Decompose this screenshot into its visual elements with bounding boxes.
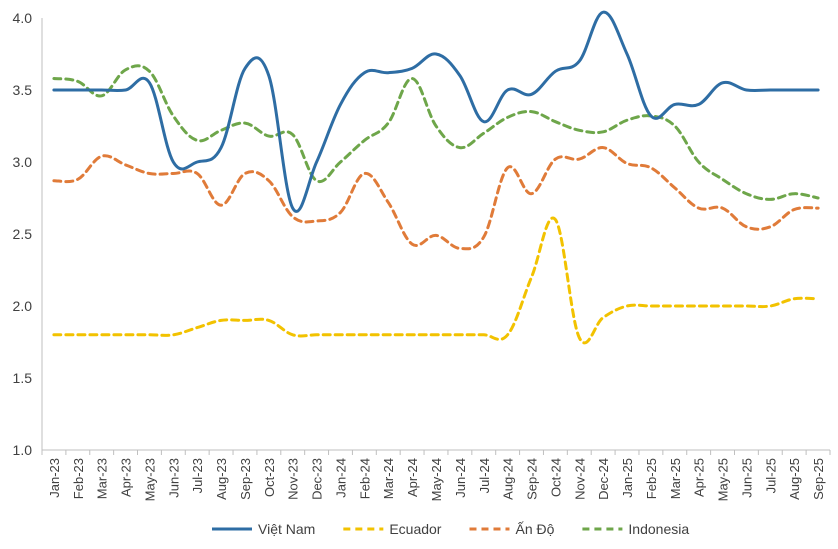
x-tick-label: Apr-24 [405, 458, 420, 497]
legend-label-3: Indonesia [628, 521, 689, 537]
x-tick-label: May-23 [142, 458, 157, 501]
x-tick-label: Sep-24 [525, 458, 540, 500]
x-tick-label: Jan-25 [620, 458, 635, 498]
x-tick-label: Apr-25 [692, 458, 707, 497]
x-tick-label: Nov-23 [286, 458, 301, 500]
x-tick-label: Sep-25 [811, 458, 826, 500]
x-tick-label: Feb-24 [357, 458, 372, 499]
legend-label-2: Ấn Độ [515, 521, 554, 537]
x-tick-label: Oct-23 [262, 458, 277, 497]
y-tick-label: 3.5 [13, 82, 33, 98]
y-axis-ticks: 1.0 1.5 2.0 2.5 3.0 3.5 4.0 [13, 10, 33, 458]
series-line-2 [52, 146, 820, 251]
y-tick-label: 4.0 [13, 10, 33, 26]
x-tick-label: Jun-24 [453, 458, 468, 498]
legend-label-1: Ecuador [389, 521, 441, 537]
x-tick-label: Oct-24 [548, 458, 563, 497]
series-lines [52, 10, 820, 345]
x-tick-label: Jun-23 [166, 458, 181, 498]
x-tick-label: May-24 [429, 458, 444, 501]
x-tick-label: Mar-23 [95, 458, 110, 499]
x-tick-label: Nov-24 [572, 458, 587, 500]
x-tick-label: Aug-24 [501, 458, 516, 500]
y-tick-label: 1.5 [13, 370, 33, 386]
chart-axes [41, 18, 830, 451]
x-tick-label: Mar-24 [381, 458, 396, 499]
x-tick-label: Apr-23 [119, 458, 134, 497]
x-tick-label: May-25 [716, 458, 731, 501]
x-tick-label: Aug-25 [787, 458, 802, 500]
x-tick-label: Dec-23 [310, 458, 325, 500]
legend-label-0: Việt Nam [258, 521, 315, 537]
x-tick-label: Mar-25 [668, 458, 683, 499]
x-tick-label: Jul-24 [477, 458, 492, 493]
chart-legend: Việt Nam Ecuador Ấn Độ Indonesia [212, 521, 689, 537]
x-tick-label: Sep-23 [238, 458, 253, 500]
x-tick-label: Jul-25 [763, 458, 778, 493]
x-tick-label: Jan-23 [47, 458, 62, 498]
x-tick-label: Feb-23 [71, 458, 86, 499]
x-tick-label: Feb-25 [644, 458, 659, 499]
series-line-1 [52, 216, 820, 345]
series-line-3 [52, 64, 820, 201]
y-tick-label: 2.0 [13, 298, 33, 314]
x-tick-label: Jan-24 [333, 458, 348, 498]
y-tick-label: 2.5 [13, 226, 33, 242]
x-tick-label: Aug-23 [214, 458, 229, 500]
y-tick-label: 1.0 [13, 442, 33, 458]
x-tick-label: Jun-25 [739, 458, 754, 498]
x-tick-label: Jul-23 [190, 458, 205, 493]
x-tick-label: Dec-24 [596, 458, 611, 500]
x-axis-ticks: Jan-23 Feb-23 Mar-23 Apr-23 May-23 Jun-23 Jul-… [41, 450, 831, 501]
series-line-0 [52, 10, 820, 213]
y-tick-label: 3.0 [13, 154, 33, 170]
